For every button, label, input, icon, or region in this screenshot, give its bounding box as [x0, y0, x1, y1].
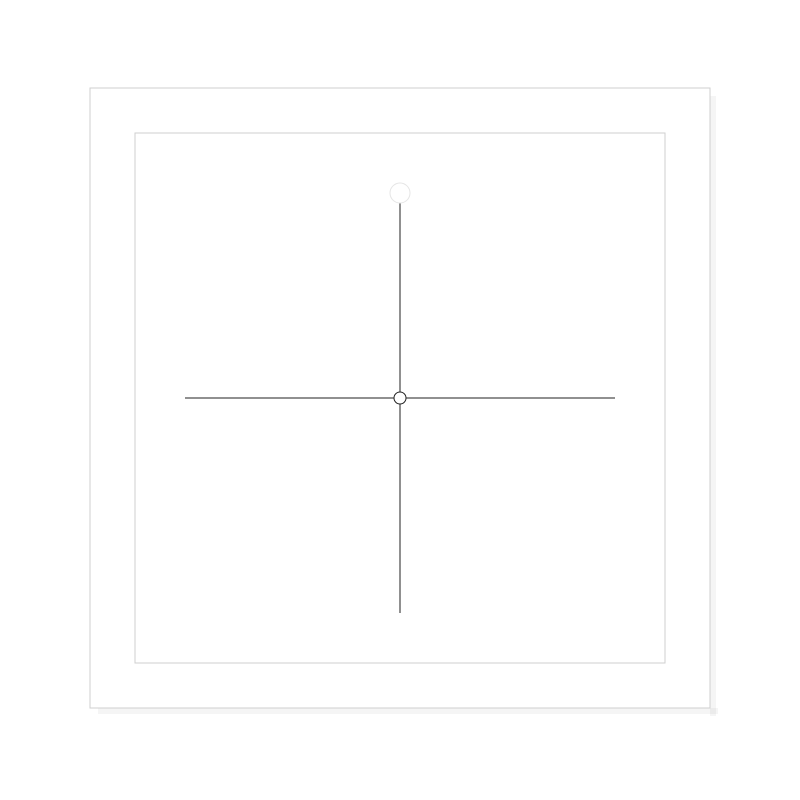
protractor-figure: [0, 0, 800, 800]
